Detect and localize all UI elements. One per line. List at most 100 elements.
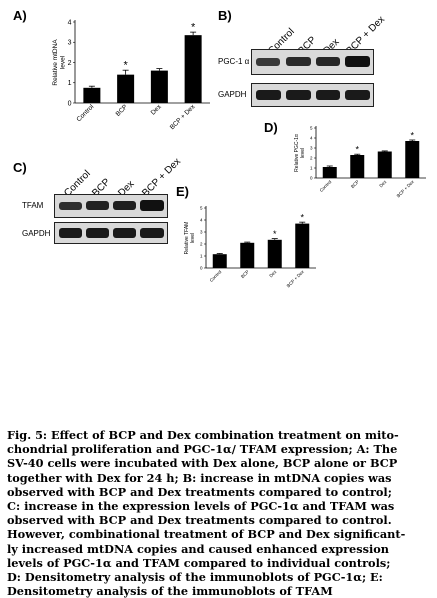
caption-line: C: increase in the expression levels of … xyxy=(7,499,395,514)
caption-line: Densitometry analysis of the immunoblots… xyxy=(7,584,333,598)
caption-line: Fig. 5: Effect of BCP and Dex combinatio… xyxy=(7,428,399,442)
y-tick-label: 2 xyxy=(68,60,72,67)
significance-marker: * xyxy=(300,213,304,223)
band xyxy=(345,90,370,100)
band xyxy=(316,57,340,66)
category-label: BCP xyxy=(115,103,129,117)
category-label: Control xyxy=(319,179,333,193)
significance-marker: * xyxy=(273,229,277,239)
bar xyxy=(117,74,135,103)
bar xyxy=(240,242,255,268)
blot-c-row-gapdh-label: GAPDH xyxy=(22,229,51,238)
y-axis-label: level xyxy=(60,55,67,69)
bar xyxy=(295,223,310,268)
category-label: Control xyxy=(209,269,223,283)
category-label: Dex xyxy=(268,269,278,279)
y-tick-label: 2 xyxy=(310,156,313,161)
band xyxy=(86,228,109,238)
y-axis-label: Relative TFAM xyxy=(184,222,190,255)
band xyxy=(59,228,82,238)
significance-marker: * xyxy=(355,145,359,155)
y-axis-label: level xyxy=(190,233,196,243)
caption-line: together with Dex for 24 h; B: increase … xyxy=(7,470,392,485)
panel-label-c: C) xyxy=(13,160,27,175)
band xyxy=(140,200,164,211)
category-label: BCP xyxy=(240,269,250,279)
blot-b-row-gapdh-label: GAPDH xyxy=(218,90,247,99)
band xyxy=(140,228,164,238)
significance-marker: * xyxy=(123,60,128,72)
band xyxy=(256,58,280,66)
caption-line: levels of PGC-1α and TFAM compared to in… xyxy=(7,555,391,570)
chart-e-tfam: 0 1 2 3 4 5 Relative TFAM level Control BCP * Dex * B… xyxy=(184,206,316,289)
blot-b-pgc1a-strip xyxy=(251,49,374,75)
bar xyxy=(405,141,420,178)
y-tick-label: 2 xyxy=(200,242,203,247)
y-tick-label: 3 xyxy=(68,40,72,47)
y-tick-label: 0 xyxy=(310,176,313,181)
blot-c-row-tfam-label: TFAM xyxy=(22,201,44,210)
category-label: Dex xyxy=(150,103,164,117)
y-tick-label: 0 xyxy=(68,100,72,107)
band xyxy=(286,90,311,100)
bar xyxy=(184,35,202,103)
blot-c-tfam-strip xyxy=(54,194,168,218)
band xyxy=(316,90,340,100)
y-axis-label: Relative PGC-1α xyxy=(294,134,300,172)
blot-c-lane-bcp-dex: BCP + Dex xyxy=(140,156,184,199)
blot-b-gapdh-strip xyxy=(251,83,374,107)
caption-line: SV-40 cells were incubated with Dex alon… xyxy=(7,456,398,471)
band xyxy=(113,228,136,238)
y-axis-label: Relative mtDNA xyxy=(52,39,59,86)
y-tick-label: 5 xyxy=(200,206,203,211)
band xyxy=(113,201,136,210)
category-label: Control xyxy=(76,103,96,123)
blot-c-gapdh-bands xyxy=(59,228,164,238)
y-tick-label: 0 xyxy=(200,266,203,271)
panel-label-b: B) xyxy=(218,8,232,23)
caption-line: ly increased mtDNA copies and caused enh… xyxy=(7,541,390,556)
category-label: BCP + Dex xyxy=(286,269,306,289)
blot-b-row-pgc1a-label: PGC-1 α xyxy=(218,57,250,66)
panel-label-a: A) xyxy=(13,8,27,23)
y-axis-label: level xyxy=(300,148,306,158)
category-label: BCP + Dex xyxy=(169,103,197,131)
bar xyxy=(377,151,392,178)
blot-c-tfam-bands xyxy=(59,200,164,211)
category-label: BCP xyxy=(350,179,360,189)
bar xyxy=(267,239,282,268)
bar xyxy=(150,70,168,103)
y-tick-label: 1 xyxy=(310,166,313,171)
bar xyxy=(322,167,337,178)
category-label: Dex xyxy=(378,179,388,189)
significance-marker: * xyxy=(191,22,196,34)
y-tick-label: 4 xyxy=(310,136,313,141)
chart-d-pgc1a: 0 1 2 3 4 5 Relative PGC-1α level Control * BCP Dex… xyxy=(294,126,426,199)
caption-line: D: Densitometry analysis of the immunobl… xyxy=(7,570,383,585)
band xyxy=(59,202,82,210)
band xyxy=(86,201,109,210)
y-tick-label: 3 xyxy=(310,146,313,151)
y-tick-label: 5 xyxy=(310,126,313,131)
caption-line: However, combinational treatment of BCP … xyxy=(7,527,406,542)
bar xyxy=(350,155,365,178)
significance-marker: * xyxy=(410,131,414,141)
caption-line: chondrial proliferation and PGC-1α/ TFAM… xyxy=(7,442,398,457)
figure-caption: Fig. 5: Effect of BCP and Dex combinatio… xyxy=(7,428,431,598)
chart-a-mtdna: 0 1 2 3 4 Relative mtDNA level Control * BCP Dex * B… xyxy=(52,19,210,131)
blot-b-gapdh-bands xyxy=(256,90,370,100)
y-tick-label: 1 xyxy=(68,80,72,87)
bar xyxy=(83,87,101,103)
caption-line: observed with BCP and Dex treatments com… xyxy=(7,513,392,528)
band xyxy=(286,57,311,66)
category-label: BCP + Dex xyxy=(396,179,416,199)
band xyxy=(256,90,281,100)
blot-c-gapdh-strip xyxy=(54,222,168,244)
band xyxy=(345,56,370,67)
y-tick-label: 3 xyxy=(200,230,203,235)
y-tick-label: 4 xyxy=(200,218,203,223)
bar xyxy=(212,254,227,268)
caption-line: observed with BCP and Dex treatments com… xyxy=(7,484,392,499)
panel-label-d: D) xyxy=(264,120,278,135)
y-tick-label: 4 xyxy=(68,19,72,26)
